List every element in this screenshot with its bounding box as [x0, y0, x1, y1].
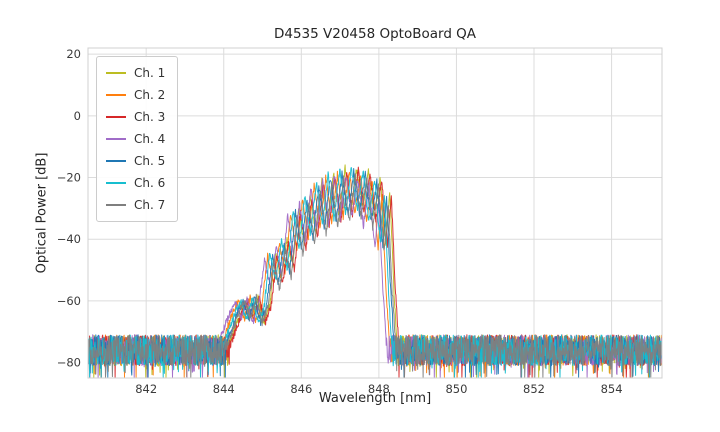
legend-line-swatch: [106, 138, 126, 140]
x-tick-label: 850: [445, 382, 467, 396]
y-axis-label: Optical Power [dB]: [34, 152, 50, 274]
legend-label: Ch. 5: [134, 154, 166, 168]
legend-label: Ch. 6: [134, 176, 166, 190]
legend-label: Ch. 1: [134, 66, 166, 80]
legend-entry: Ch. 4: [106, 128, 165, 150]
legend-line-swatch: [106, 204, 126, 206]
legend-label: Ch. 2: [134, 88, 166, 102]
y-tick-label: −60: [57, 294, 81, 308]
legend-entry: Ch. 3: [106, 106, 165, 128]
legend-entry: Ch. 6: [106, 172, 165, 194]
axes-frame: [87, 47, 663, 379]
legend-entry: Ch. 5: [106, 150, 165, 172]
x-tick-label: 854: [601, 382, 623, 396]
legend-line-swatch: [106, 94, 126, 96]
y-tick-label: −20: [57, 171, 81, 185]
legend-label: Ch. 7: [134, 198, 166, 212]
y-tick-label: 20: [66, 47, 81, 61]
x-tick-label: 848: [368, 382, 390, 396]
x-tick-label: 846: [290, 382, 312, 396]
x-tick-label: 852: [523, 382, 545, 396]
chart-title: D4535 V20458 OptoBoard QA: [273, 26, 477, 42]
legend-entry: Ch. 2: [106, 84, 165, 106]
legend-line-swatch: [106, 182, 126, 184]
legend-line-swatch: [106, 160, 126, 162]
x-tick-label: 842: [135, 382, 157, 396]
legend-label: Ch. 3: [134, 110, 166, 124]
legend-line-swatch: [106, 72, 126, 74]
series-line-ch-7: [88, 173, 662, 378]
legend-line-swatch: [106, 116, 126, 118]
y-tick-label: 0: [74, 109, 81, 123]
legend-label: Ch. 4: [134, 132, 166, 146]
y-tick-label: −80: [57, 356, 81, 370]
x-axis-label: Wavelength [nm]: [318, 391, 432, 406]
legend-entry: Ch. 7: [106, 194, 165, 216]
y-tick-label: −40: [57, 232, 81, 246]
legend: Ch. 1 Ch. 2 Ch. 3 Ch. 4 Ch. 5 Ch. 6 Ch. 7: [96, 56, 179, 222]
legend-entry: Ch. 1: [106, 62, 165, 84]
x-tick-label: 844: [213, 382, 235, 396]
